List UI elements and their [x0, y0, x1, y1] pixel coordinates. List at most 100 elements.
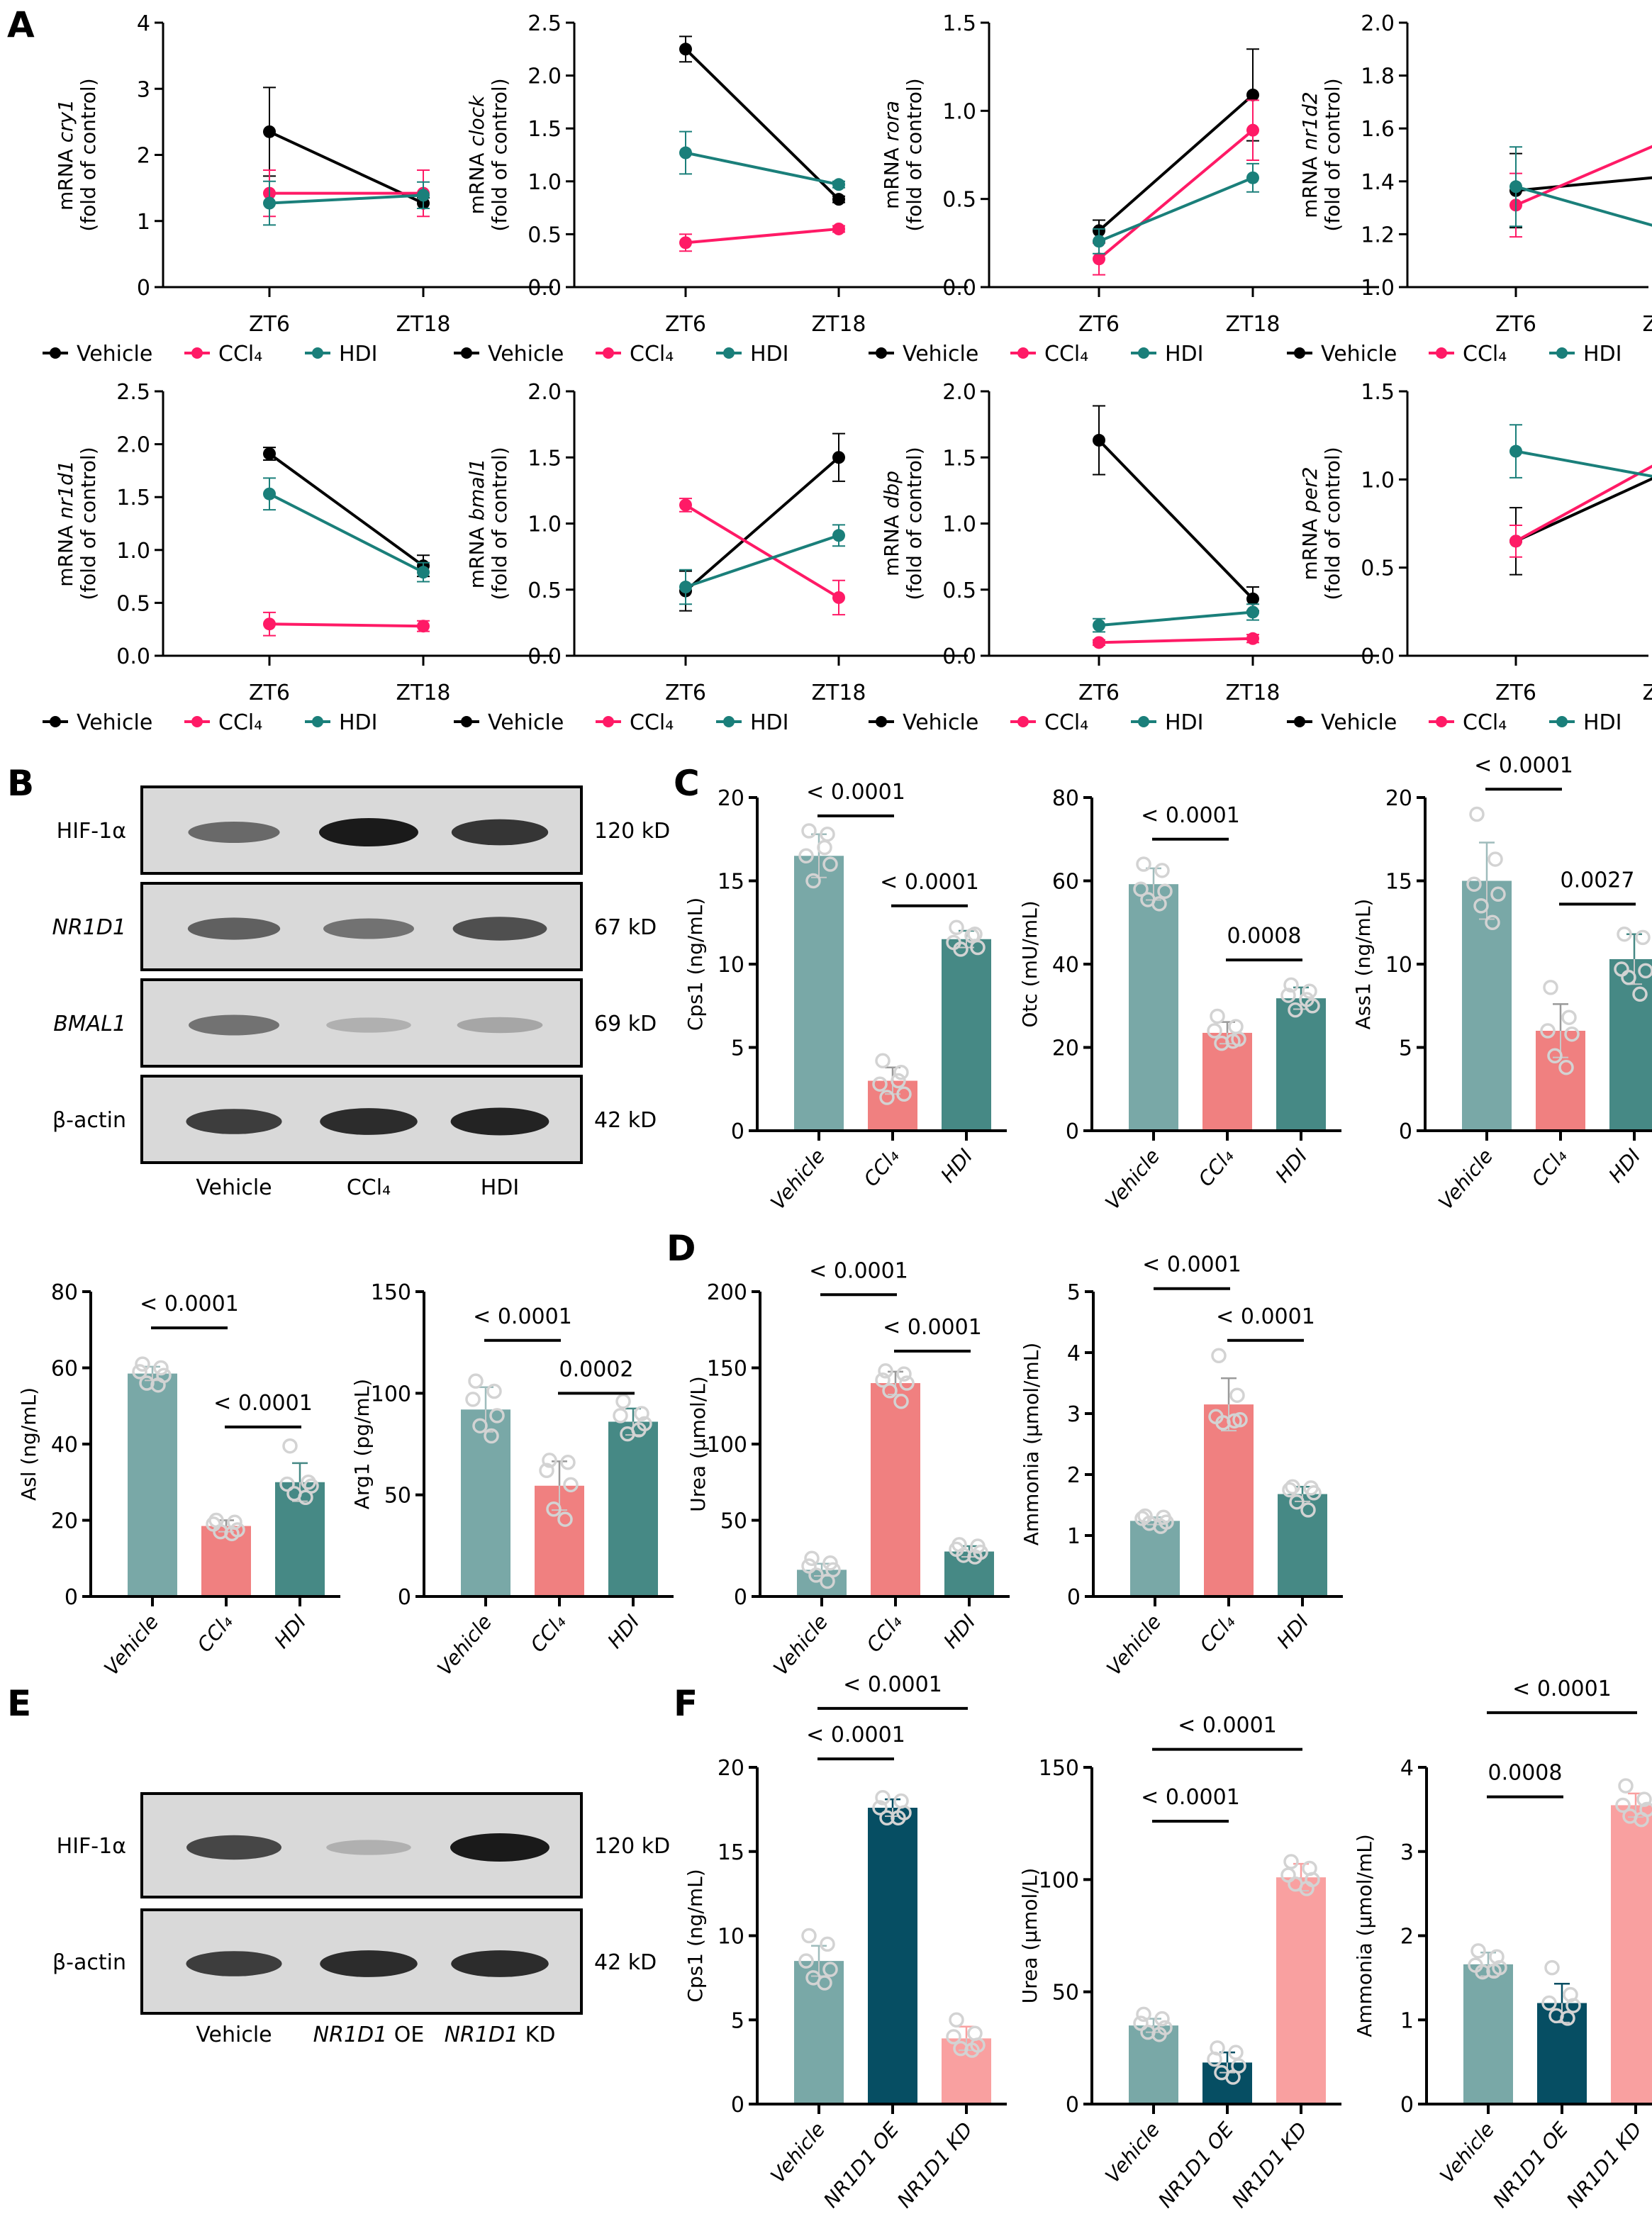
- x-tick-label: ZT6: [1495, 312, 1536, 337]
- y-label-prefix: mRNA: [1298, 513, 1322, 581]
- x-tick-label: ZT18: [1225, 312, 1280, 337]
- series-line: [1515, 449, 1652, 478]
- y-label-gene: per2: [1298, 466, 1322, 513]
- blot-band: [326, 1840, 411, 1855]
- bar: [942, 939, 991, 1131]
- data-point: [1544, 1959, 1560, 1976]
- data-point: [1636, 1791, 1652, 1807]
- blot-band: [187, 917, 281, 940]
- data-point: [1283, 1854, 1299, 1869]
- data-point: [1246, 605, 1259, 619]
- blot-band: [189, 1014, 279, 1036]
- y-tick-label: 0.5: [116, 591, 150, 616]
- legend-label: Vehicle: [903, 342, 978, 367]
- data-point: [1541, 1995, 1557, 2011]
- data-point: [484, 1428, 499, 1444]
- series-line: [1098, 610, 1254, 627]
- blot-row: HIF-1α 120 kD: [57, 785, 670, 875]
- blot-band: [186, 1109, 282, 1134]
- data-point: [1207, 2051, 1222, 2067]
- y-tick-label: 0: [1399, 1119, 1412, 1144]
- legend-marker: [312, 347, 323, 359]
- legend-item: HDI: [1131, 342, 1204, 367]
- y-axis-label: Cps1 (ng/mL): [683, 897, 707, 1031]
- legend-item: CCl₄: [184, 342, 262, 367]
- data-point: [817, 1975, 832, 1991]
- data-point: [1566, 1998, 1581, 2013]
- data-point: [1093, 434, 1105, 447]
- data-point: [1466, 876, 1482, 892]
- legend-marker: [876, 716, 887, 727]
- data-point: [1093, 636, 1105, 649]
- y-tick-label: 4: [137, 11, 150, 36]
- legend-marker: [723, 347, 735, 359]
- legend-marker: [50, 347, 61, 359]
- y-tick-label: 2: [1067, 1463, 1081, 1488]
- series-hdi: [1509, 424, 1652, 479]
- data-point: [1618, 1778, 1634, 1794]
- blot-band: [323, 918, 414, 939]
- data-point: [542, 1453, 557, 1468]
- panel-label-f: F: [674, 1683, 698, 1724]
- molecular-weight-label: 120 kD: [594, 819, 670, 844]
- y-axis-label: mRNA clock: [465, 94, 489, 214]
- y-tick-label: 1.4: [1361, 170, 1395, 195]
- molecular-weight-label: 42 kD: [594, 1950, 657, 1975]
- data-point: [557, 1511, 573, 1527]
- legend-marker: [312, 716, 323, 727]
- y-tick-label: 80: [51, 1280, 78, 1305]
- p-value-label: < 0.0001: [1142, 1253, 1241, 1277]
- y-tick-label: 15: [718, 1840, 744, 1865]
- western-blots: HIF-1α 120 kD NR1D1 67 kD BMAL1 69 kD β-actin 4…: [52, 785, 670, 2047]
- y-tick-label: 1.0: [1361, 276, 1395, 301]
- y-label-gene: dbp: [880, 471, 903, 508]
- data-point: [679, 43, 692, 56]
- legend-label: HDI: [750, 342, 789, 367]
- series-hdi: [679, 524, 845, 605]
- y-label-gene: nr1d1: [54, 460, 77, 519]
- data-point: [967, 1549, 983, 1565]
- data-point: [1228, 2045, 1244, 2060]
- bar: [794, 856, 844, 1131]
- y-tick-label: 5: [731, 2008, 744, 2033]
- data-point: [804, 1550, 820, 1566]
- y-tick-label: 1.2: [1361, 223, 1395, 247]
- series-ccl: [263, 611, 430, 637]
- y-axis-label: Asl (ng/mL): [17, 1387, 40, 1501]
- data-point: [613, 1408, 628, 1424]
- blot-band: [451, 819, 549, 846]
- y-tick-label: 0: [1067, 1585, 1081, 1610]
- legend-label: CCl₄: [1044, 710, 1088, 735]
- data-point: [1488, 851, 1503, 867]
- legend-item: Vehicle: [1287, 710, 1397, 735]
- x-tick-label: ZT6: [249, 312, 290, 337]
- blot-band: [186, 1951, 282, 1976]
- data-point: [820, 1573, 835, 1589]
- y-tick-label: 0.0: [1361, 644, 1395, 669]
- legend-label: CCl₄: [1463, 342, 1507, 367]
- p-value-label: 0.0002: [559, 1357, 634, 1382]
- bar: [871, 1383, 920, 1596]
- y-tick-label: 1.5: [942, 11, 976, 36]
- data-point: [1288, 1002, 1303, 1018]
- data-point: [946, 2029, 961, 2045]
- y-axis-label-unit: (fold of control): [903, 78, 926, 231]
- data-point: [1093, 235, 1105, 248]
- y-tick-label: 200: [707, 1280, 747, 1305]
- data-point: [879, 1810, 895, 1825]
- y-tick-label: 40: [1052, 953, 1079, 978]
- series-ccl: [1093, 632, 1259, 649]
- blot-row: NR1D1 67 kD: [52, 882, 657, 971]
- data-point: [875, 1372, 891, 1388]
- y-tick-label: 1.5: [942, 446, 976, 471]
- data-point: [1469, 806, 1485, 822]
- y-tick-label: 0: [731, 1119, 744, 1144]
- data-point: [1207, 1023, 1222, 1039]
- data-point: [468, 1373, 484, 1389]
- data-point: [970, 939, 986, 956]
- legend-label: CCl₄: [218, 342, 262, 367]
- data-point: [132, 1364, 147, 1380]
- data-point: [1246, 171, 1259, 184]
